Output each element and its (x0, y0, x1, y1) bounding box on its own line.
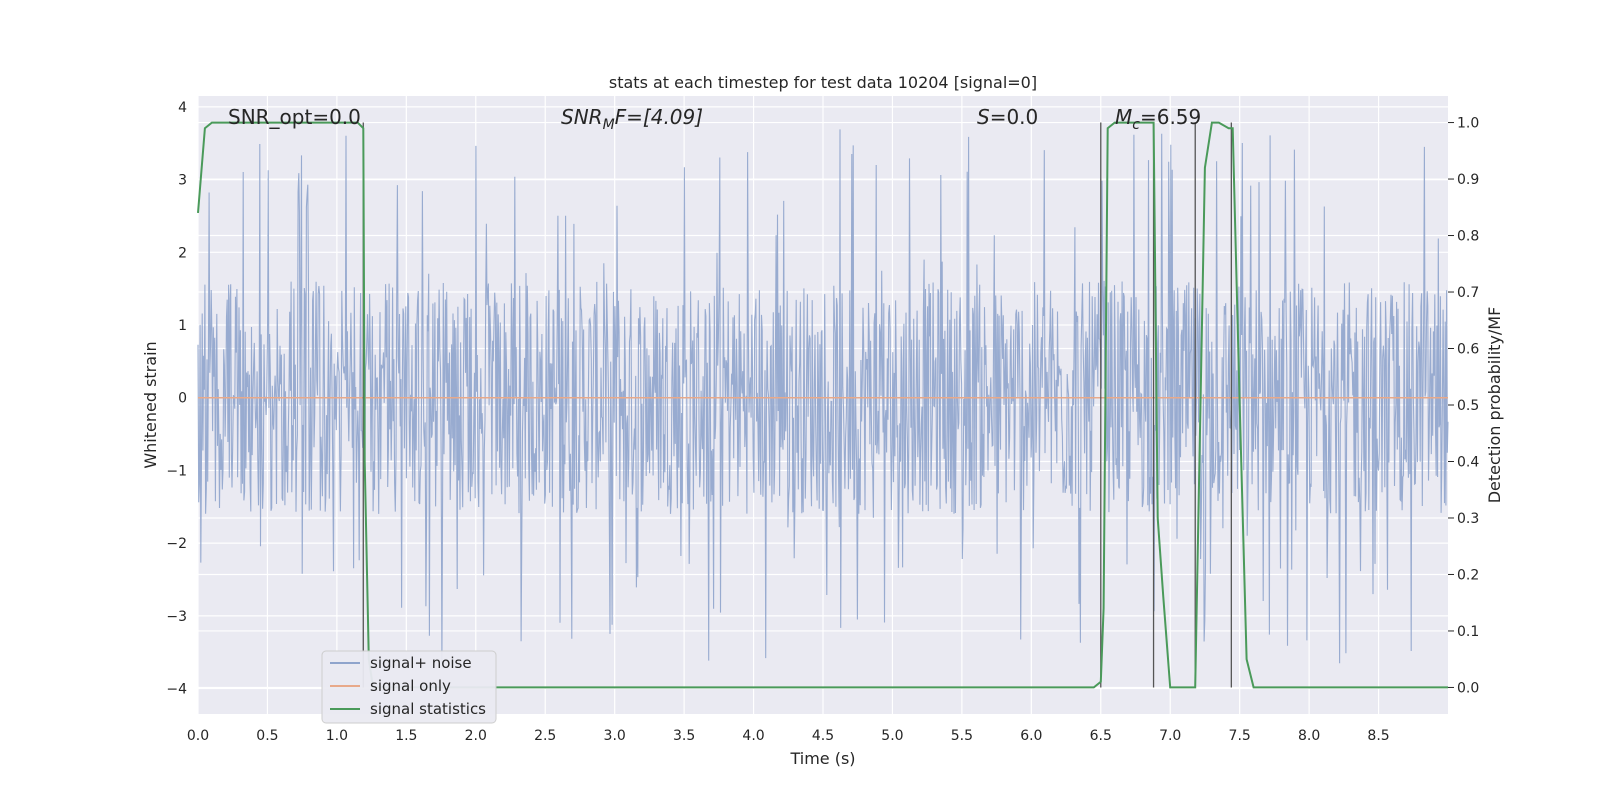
y-tick-labels: 4 3 2 1 0 −1 −2 −3 −4 (166, 100, 187, 698)
x-tick-label-6: 3.0 (604, 728, 626, 744)
noise-line (197, 129, 1449, 665)
y-tick-label-2: 2 (178, 245, 187, 261)
annotation-mc: Mc=6.59 (1115, 105, 1201, 133)
x-tick-label-11: 5.5 (951, 728, 973, 744)
x-tick-label-1: 0.5 (256, 728, 278, 744)
x-tick-label-13: 6.5 (1090, 728, 1112, 744)
x-tick-label-9: 4.5 (812, 728, 834, 744)
annotation-s: S=0.0 (977, 105, 1038, 129)
y-axis-label: Whitened strain (141, 341, 160, 468)
x-tick-label-5: 2.5 (534, 728, 556, 744)
y2-tick-label-2: 0.8 (1457, 229, 1479, 245)
annotation-mc-main: M (1115, 105, 1132, 129)
signal-statistics-line (197, 121, 1448, 689)
y-tick-label-4: 0 (178, 391, 187, 407)
x-tick-label-8: 4.0 (742, 728, 764, 744)
y-tick-label-1: 3 (178, 173, 187, 189)
y-tick-label-7: −3 (166, 609, 187, 625)
y2-tick-label-8: 0.2 (1457, 567, 1479, 583)
y-tick-label-3: 1 (178, 318, 187, 334)
annotation-mc-sub: c (1132, 117, 1140, 133)
annotation-snr-mf-main: SNR (561, 105, 603, 129)
legend-label-signal-only: signal only (370, 677, 451, 695)
y-tick-label-5: −1 (166, 463, 187, 479)
annotation-snr-opt: SNR_opt=0.0 (228, 105, 361, 129)
series-signal-noise (197, 129, 1449, 665)
vertical-marker-lines (362, 122, 1232, 688)
x-tick-label-7: 3.5 (673, 728, 695, 744)
y2-tick-label-6: 0.4 (1457, 454, 1479, 470)
x-axis-label: Time (s) (789, 749, 855, 768)
legend-label-signal-noise: signal+ noise (370, 654, 472, 672)
y2-tick-label-1: 0.9 (1457, 172, 1479, 188)
x-tick-labels: 0.0 0.5 1.0 1.5 2.0 2.5 3.0 3.5 4.0 4.5 5.0 5.5 6.0 6… (187, 728, 1390, 744)
x-tick-label-17: 8.5 (1367, 728, 1389, 744)
series-signal-statistics (197, 121, 1448, 689)
y-tick-label-0: 4 (178, 100, 187, 116)
y2-tick-label-5: 0.5 (1457, 398, 1479, 414)
y2-tick-label-9: 0.1 (1457, 624, 1479, 640)
y2-tick-label-10: 0.0 (1457, 680, 1479, 696)
y2-tick-label-3: 0.7 (1457, 285, 1479, 301)
x-tick-label-4: 2.0 (465, 728, 487, 744)
y2-tick-label-4: 0.6 (1457, 342, 1479, 358)
y2-tick-label-0: 1.0 (1457, 116, 1479, 132)
annotation-snr-mf-sub: M (603, 117, 615, 133)
x-tick-label-16: 8.0 (1298, 728, 1320, 744)
x-tick-label-2: 1.0 (326, 728, 348, 744)
grid (197, 96, 1448, 714)
annotation-snr-mf-rest: F=[4.09] (615, 105, 703, 129)
x-tick-label-0: 0.0 (187, 728, 209, 744)
y-tick-label-8: −4 (166, 682, 187, 698)
annotation-s-rest: =0.0 (990, 105, 1039, 129)
y-tick-label-6: −2 (166, 536, 187, 552)
x-tick-label-14: 7.0 (1159, 728, 1181, 744)
legend: signal+ noise signal only signal statist… (321, 650, 497, 724)
annotation-snr-mf: SNRMF=[4.09] (561, 105, 703, 133)
x-tick-label-10: 5.0 (881, 728, 903, 744)
legend-label-signal-statistics: signal statistics (370, 700, 486, 718)
annotation-mc-rest: =6.59 (1140, 105, 1201, 129)
legend-box (321, 650, 497, 724)
x-tick-label-12: 6.0 (1020, 728, 1042, 744)
chart-title: stats at each timestep for test data 102… (609, 73, 1037, 92)
x-tick-label-15: 7.5 (1229, 728, 1251, 744)
y2-tick-labels: 1.0 0.9 0.8 0.7 0.6 0.5 0.4 0.3 0.2 0.1 0.0 (1448, 116, 1479, 696)
y2-axis-label: Detection probability/MF (1485, 307, 1504, 504)
x-tick-label-3: 1.5 (395, 728, 417, 744)
annotation-s-main: S (977, 105, 990, 129)
y2-tick-label-7: 0.3 (1457, 511, 1479, 527)
